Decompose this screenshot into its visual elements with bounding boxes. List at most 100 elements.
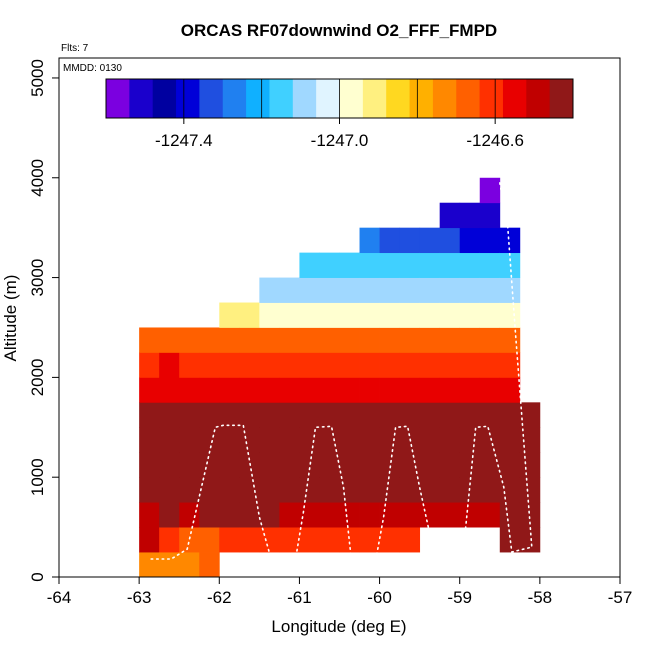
colorbar-segment <box>362 79 387 118</box>
heatmap-cell <box>379 327 401 353</box>
y-tick-label: 0 <box>28 572 47 581</box>
heatmap-cell <box>459 352 481 378</box>
heatmap-cell <box>499 527 521 553</box>
heatmap-cell <box>439 302 461 328</box>
heatmap-cell <box>459 502 481 528</box>
heatmap-cell <box>199 477 220 503</box>
heatmap-cell <box>399 477 421 503</box>
flights-annotation: Flts: 7 <box>61 43 89 54</box>
heatmap-cell <box>299 377 320 403</box>
heatmap-cell <box>239 427 260 453</box>
heatmap-cell <box>519 477 541 503</box>
heatmap-cell <box>159 327 180 353</box>
colorbar: -1247.4 -1247.0 -1246.6 <box>105 78 574 150</box>
heatmap-cell <box>459 377 481 403</box>
colorbar-segment <box>549 79 574 118</box>
heatmap-cell <box>439 277 461 303</box>
heatmap-cell <box>479 452 501 478</box>
heatmap-cell <box>179 402 200 428</box>
heatmap-cell <box>519 502 541 528</box>
colorbar-segment <box>502 79 527 118</box>
x-axis-label: Longitude (deg E) <box>271 617 406 636</box>
heatmap-cell <box>439 377 461 403</box>
heatmap-cell <box>479 477 501 503</box>
heatmap-cell <box>139 527 160 553</box>
heatmap-cell <box>459 427 481 453</box>
heatmap-cell <box>359 452 380 478</box>
heatmap-cell <box>259 427 280 453</box>
x-tick-label: -61 <box>287 588 312 607</box>
heatmap-cell <box>459 402 481 428</box>
heatmap-cell <box>359 227 380 254</box>
heatmap-cell <box>459 452 481 478</box>
heatmap-cell <box>159 552 180 578</box>
heatmap-cell <box>419 252 441 278</box>
heatmap-cell <box>139 452 160 478</box>
y-tick-label: 4000 <box>28 159 47 197</box>
heatmap-cell <box>159 352 180 378</box>
heatmap-cell <box>139 427 160 453</box>
heatmap-cell <box>499 452 521 478</box>
heatmap-cell <box>259 277 280 303</box>
flight-track <box>150 182 533 562</box>
heatmap-cell <box>279 427 300 453</box>
colorbar-segment <box>479 79 504 118</box>
heatmap-cell <box>159 477 180 503</box>
colorbar-segment <box>292 79 317 118</box>
heatmap-cell <box>399 277 421 303</box>
heatmap-cell <box>339 427 360 453</box>
heatmap-cell <box>359 277 380 303</box>
heatmap-cell <box>299 277 320 303</box>
heatmap-cell <box>279 352 300 378</box>
heatmap-cell <box>319 502 340 528</box>
heatmap-cell <box>319 302 340 328</box>
heatmap-cell <box>219 452 240 478</box>
heatmap-cell <box>439 252 461 278</box>
heatmap-cell <box>399 227 421 254</box>
heatmap-cell <box>399 377 421 403</box>
heatmap-cell <box>339 252 360 278</box>
heatmap-cell <box>159 502 180 528</box>
heatmap-cell <box>219 302 240 328</box>
heatmap-cell <box>319 402 340 428</box>
heatmap-cell <box>439 227 461 254</box>
heatmap-cell <box>419 502 441 528</box>
colorbar-segment <box>316 79 340 118</box>
heatmap-cell <box>279 277 300 303</box>
y-tick-label: 2000 <box>28 358 47 396</box>
heatmap-cell <box>419 227 441 254</box>
heatmap-cell <box>499 477 521 503</box>
heatmap-cell <box>319 352 340 378</box>
heatmap-cell <box>439 502 461 528</box>
heatmap-cell <box>499 502 521 528</box>
heatmap-cell <box>419 452 441 478</box>
heatmap-cell <box>319 377 340 403</box>
heatmap-cell <box>179 552 200 578</box>
y-tick-label: 5000 <box>28 59 47 97</box>
heatmap-cell <box>359 377 380 403</box>
heatmap-cell <box>359 527 380 553</box>
heatmap-cell <box>439 402 461 428</box>
heatmap-cell <box>459 202 481 229</box>
heatmap-cell <box>139 327 160 353</box>
heatmap-cell <box>479 202 501 229</box>
heatmap-cell <box>339 527 360 553</box>
heatmap-cell <box>519 452 541 478</box>
colorbar-segment <box>432 79 457 118</box>
heatmap-cell <box>319 252 340 278</box>
heatmap-cell <box>379 252 401 278</box>
heatmap-cell <box>479 352 501 378</box>
heatmap-cell <box>499 427 521 453</box>
heatmap-cell <box>479 177 501 204</box>
heatmap-cell <box>259 452 280 478</box>
heatmap-cell <box>499 327 521 353</box>
heatmap-cell <box>279 477 300 503</box>
heatmap-cell <box>279 327 300 353</box>
heatmap-cell <box>199 427 220 453</box>
heatmap-cell <box>259 402 280 428</box>
heatmap-cell <box>499 377 521 403</box>
heatmap-cell <box>379 302 401 328</box>
heatmap-cell <box>479 377 501 403</box>
heatmap-cell <box>339 477 360 503</box>
heatmap-cell <box>519 527 541 553</box>
